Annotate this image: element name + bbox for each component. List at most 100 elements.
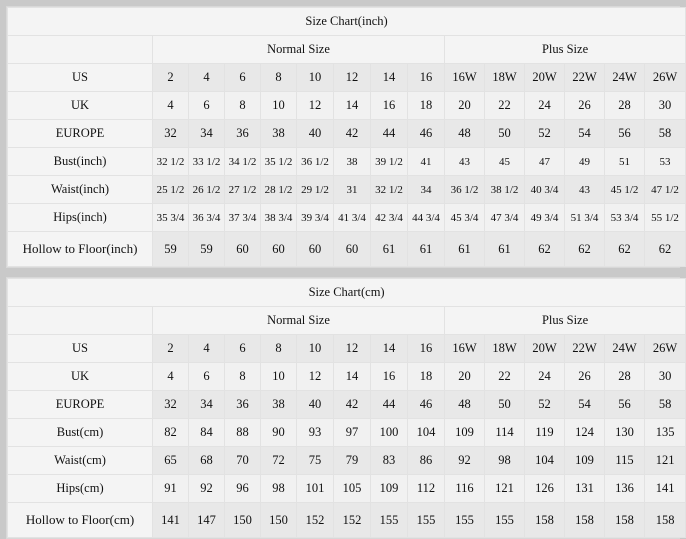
cell: 82 <box>152 418 189 447</box>
cell: 45 1/2 <box>604 175 645 204</box>
size-chart-cm: Size Chart(cm) Normal Size Plus Size US … <box>6 277 686 539</box>
cell: 14 <box>333 91 371 120</box>
cell: 114 <box>484 418 525 447</box>
inch-title-row: Size Chart(inch) <box>6 7 686 36</box>
cell: 16 <box>407 334 445 363</box>
cell: 84 <box>188 418 225 447</box>
cell: 48 <box>444 119 485 148</box>
cell: 50 <box>484 390 525 419</box>
cell: 93 <box>296 418 334 447</box>
cell: 26W <box>643 63 686 92</box>
cm-group-header-row: Normal Size Plus Size <box>7 306 686 335</box>
cell: 45 3/4 <box>444 203 485 232</box>
cell: 6 <box>188 362 225 391</box>
cell: 62 <box>524 231 565 267</box>
cell: 29 1/2 <box>296 175 334 204</box>
cell: 98 <box>260 474 297 503</box>
cell: 22 <box>484 91 525 120</box>
cell: 38 <box>260 119 297 148</box>
cell: 147 <box>188 502 225 538</box>
table-row: Hips(inch) 35 3/4 36 3/4 37 3/4 38 3/4 3… <box>7 203 686 232</box>
table-row: US 2 4 6 8 10 12 14 16 16W 18W 20W 22W 2… <box>7 63 686 92</box>
cell: 98 <box>484 446 525 475</box>
cm-row-label-uk: UK <box>7 362 153 391</box>
inch-row-label-bust: Bust(inch) <box>7 147 153 176</box>
cell: 18W <box>484 63 525 92</box>
cell: 22W <box>564 334 605 363</box>
table-row: Hollow to Floor(inch) 59 59 60 60 60 60 … <box>7 231 686 267</box>
cell: 41 <box>407 147 445 176</box>
cell: 42 3/4 <box>370 203 408 232</box>
cell: 61 <box>407 231 445 267</box>
inch-group-normal-size: Normal Size <box>152 35 445 64</box>
cell: 136 <box>604 474 645 503</box>
cell: 38 <box>333 147 371 176</box>
cell: 10 <box>260 91 297 120</box>
cell: 92 <box>188 474 225 503</box>
cell: 35 3/4 <box>152 203 189 232</box>
cell: 2 <box>152 63 189 92</box>
cell: 150 <box>224 502 261 538</box>
cell: 65 <box>152 446 189 475</box>
inch-group-header-row: Normal Size Plus Size <box>7 35 686 64</box>
cell: 41 3/4 <box>333 203 371 232</box>
cell: 25 1/2 <box>152 175 189 204</box>
cell: 56 <box>604 390 645 419</box>
cell: 158 <box>564 502 605 538</box>
cell: 88 <box>224 418 261 447</box>
cell: 56 <box>604 119 645 148</box>
cell: 34 <box>188 119 225 148</box>
cell: 36 <box>224 119 261 148</box>
cell: 60 <box>260 231 297 267</box>
cell: 20W <box>524 334 565 363</box>
cell: 97 <box>333 418 371 447</box>
cell: 6 <box>224 334 261 363</box>
cell: 53 3/4 <box>604 203 645 232</box>
cell: 6 <box>188 91 225 120</box>
cell: 37 3/4 <box>224 203 261 232</box>
cell: 121 <box>643 446 686 475</box>
cell: 90 <box>260 418 297 447</box>
cell: 83 <box>370 446 408 475</box>
inch-row-label-waist: Waist(inch) <box>7 175 153 204</box>
table-row: Bust(inch) 32 1/2 33 1/2 34 1/2 35 1/2 3… <box>7 147 686 176</box>
cell: 8 <box>260 334 297 363</box>
cm-chart-title: Size Chart(cm) <box>6 278 686 307</box>
table-row: UK 4 6 8 10 12 14 16 18 20 22 24 26 28 3… <box>7 362 686 391</box>
cell: 14 <box>370 63 408 92</box>
cell: 30 <box>643 91 686 120</box>
cell: 20W <box>524 63 565 92</box>
table-row: EUROPE 32 34 36 38 40 42 44 46 48 50 52 … <box>7 119 686 148</box>
cell: 16W <box>444 63 485 92</box>
cell: 40 <box>296 390 334 419</box>
inch-row-label-us: US <box>7 63 153 92</box>
cell: 18W <box>484 334 525 363</box>
table-row: Hollow to Floor(cm) 141 147 150 150 152 … <box>7 502 686 538</box>
cell: 26 <box>564 91 605 120</box>
cell: 49 3/4 <box>524 203 565 232</box>
cell: 12 <box>296 362 334 391</box>
cell: 54 <box>564 119 605 148</box>
cell: 79 <box>333 446 371 475</box>
cell: 32 1/2 <box>370 175 408 204</box>
cell: 8 <box>224 362 261 391</box>
cm-row-label-waist: Waist(cm) <box>7 446 153 475</box>
cell: 116 <box>444 474 485 503</box>
cell: 91 <box>152 474 189 503</box>
cell: 158 <box>604 502 645 538</box>
table-row: Waist(cm) 65 68 70 72 75 79 83 86 92 98 … <box>7 446 686 475</box>
inch-row-label-europe: EUROPE <box>7 119 153 148</box>
cell: 27 1/2 <box>224 175 261 204</box>
cell: 53 <box>643 147 686 176</box>
size-chart-inch: Size Chart(inch) Normal Size Plus Size U… <box>6 6 686 268</box>
cell: 26 1/2 <box>188 175 225 204</box>
table-row: EUROPE 32 34 36 38 40 42 44 46 48 50 52 … <box>7 390 686 419</box>
cell: 38 1/2 <box>484 175 525 204</box>
cell: 12 <box>296 91 334 120</box>
cell: 100 <box>370 418 408 447</box>
cell: 39 3/4 <box>296 203 334 232</box>
cell: 60 <box>296 231 334 267</box>
cell: 6 <box>224 63 261 92</box>
cell: 152 <box>333 502 371 538</box>
cell: 158 <box>643 502 686 538</box>
